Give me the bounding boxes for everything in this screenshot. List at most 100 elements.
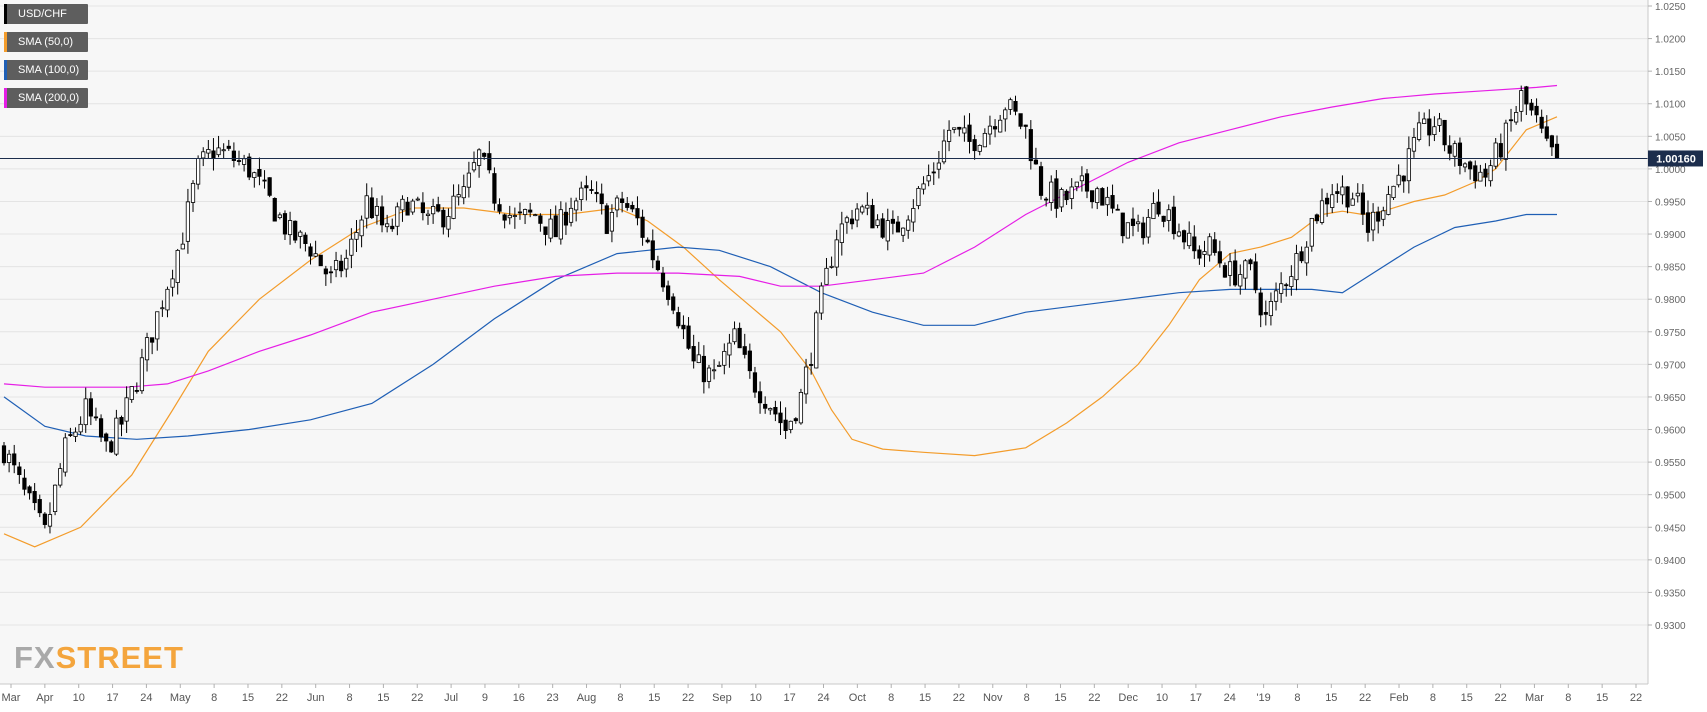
candle (1473, 160, 1478, 189)
legend-item-sma100[interactable]: SMA (100,0) (4, 60, 89, 80)
candle-body-up (221, 149, 226, 152)
logo-fx: FX (14, 640, 56, 675)
candle-body-up (1279, 283, 1284, 294)
candle-body-up (512, 215, 517, 217)
candle (1304, 241, 1309, 276)
candle (1238, 264, 1243, 295)
candle (1115, 204, 1120, 211)
candle (390, 218, 395, 232)
candle (1233, 249, 1238, 287)
candle (1059, 187, 1064, 212)
candle-body-down (1181, 230, 1187, 243)
candle-body-up (1227, 261, 1233, 276)
candle (27, 485, 32, 500)
candle-body-up (558, 209, 563, 240)
candle (1437, 112, 1442, 132)
candle-body-up (344, 257, 349, 270)
candle-body-up (1386, 194, 1391, 215)
candle-body-up (216, 147, 221, 156)
x-tick-label: Mar (1525, 692, 1544, 704)
candle-body-up (911, 208, 916, 223)
x-axis-labels: Mar Apr 10 17 24 May 8 15 22 Jun 8 15 22 Jul 9 16 23 Aug 8… (2, 684, 1642, 704)
candle (446, 208, 451, 238)
candle-body-up (461, 186, 466, 199)
x-tick-label: 22 (1494, 692, 1506, 704)
candle-body-down (737, 327, 742, 349)
candle (47, 502, 53, 534)
candle (298, 230, 303, 249)
candle-body-down (773, 407, 778, 415)
x-tick-label: 17 (784, 692, 796, 704)
y-tick-label: 0.9950 (1655, 197, 1686, 208)
legend-swatch (4, 88, 7, 108)
grid-lines (0, 5, 1648, 626)
legend-item-sma50[interactable]: SMA (50,0) (4, 32, 89, 52)
legend-item-usdchf[interactable]: USD/CHF (4, 4, 89, 24)
candle-body-up (921, 183, 926, 190)
candle (1248, 258, 1253, 271)
candle (144, 332, 150, 372)
candle (1212, 232, 1217, 256)
candle (359, 215, 364, 248)
candle (574, 197, 579, 222)
candle (885, 208, 890, 251)
candle (752, 366, 758, 398)
candle-body-up (354, 232, 359, 240)
candle (660, 266, 666, 292)
candle-body-down (1156, 201, 1161, 215)
candle (1069, 178, 1074, 210)
candle (68, 427, 73, 437)
candle (594, 181, 599, 203)
candle-body-down (880, 218, 885, 238)
candle-body-down (1171, 206, 1176, 235)
candle-body-down (783, 419, 788, 431)
candle-body-down (134, 390, 139, 392)
candle (165, 286, 170, 318)
candle-body-up (277, 214, 282, 219)
candle-body-down (1554, 143, 1560, 159)
candle (512, 207, 517, 229)
legend-swatch (4, 60, 7, 80)
candle (150, 337, 155, 355)
candle-body-down (640, 216, 645, 238)
candle (1120, 212, 1125, 244)
candle (476, 148, 482, 178)
candle (206, 139, 211, 159)
candle-body-up (446, 216, 451, 230)
x-tick-label: 15 (919, 692, 931, 704)
candle (1294, 244, 1299, 291)
candle-body-down (282, 213, 288, 235)
candle-body-up (1319, 200, 1325, 223)
candle-body-up (242, 158, 247, 165)
candle-body-down (257, 169, 262, 177)
candle-body-up (1268, 300, 1274, 317)
candle-body-down (1401, 175, 1406, 182)
candle (1023, 124, 1028, 139)
candle-body-down (1212, 239, 1217, 253)
candle (303, 232, 308, 252)
candle (655, 255, 660, 272)
candle (620, 191, 625, 213)
x-tick-label: 15 (1461, 692, 1473, 704)
candle-body-up (385, 223, 390, 228)
candle-body-up (987, 125, 993, 135)
candle-body-up (1514, 112, 1519, 123)
candle-body-down (1064, 190, 1069, 201)
candle (1044, 197, 1049, 207)
candle (630, 201, 635, 213)
candle (221, 143, 226, 159)
candle-body-up (875, 219, 880, 226)
candle-body-down (1013, 100, 1018, 112)
candle (1396, 164, 1401, 188)
candle-body-down (1427, 118, 1432, 136)
candle-body-down (1038, 166, 1044, 196)
y-tick-label: 0.9800 (1655, 295, 1686, 306)
candle (17, 462, 22, 484)
candle (814, 310, 819, 369)
candle-body-up (1273, 290, 1279, 302)
candle (992, 119, 998, 138)
candle-body-up (1243, 260, 1248, 279)
legend-item-sma200[interactable]: SMA (200,0) (4, 88, 89, 108)
candle-body-down (630, 204, 635, 210)
x-tick-label: 22 (682, 692, 694, 704)
